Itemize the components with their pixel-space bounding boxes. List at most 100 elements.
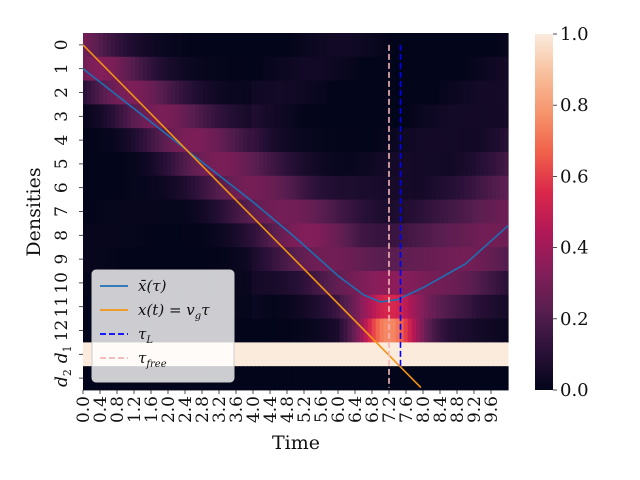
heatmap-cell (319, 271, 325, 296)
heatmap-cell (291, 33, 297, 58)
heatmap-cell (459, 366, 465, 391)
heatmap-cell (235, 342, 240, 367)
heatmap-cell (399, 80, 405, 105)
heatmap-cell (443, 199, 449, 224)
heatmap-cell (191, 80, 196, 105)
heatmap-cell (91, 199, 96, 224)
heatmap-cell (199, 33, 204, 58)
heatmap-cell (499, 33, 505, 58)
heatmap-cell (383, 199, 389, 224)
heatmap-cell (411, 80, 417, 105)
heatmap-cell (311, 104, 317, 129)
heatmap-cell (351, 199, 357, 224)
heatmap-cell (347, 33, 353, 58)
heatmap-cell (243, 223, 248, 248)
heatmap-cell (335, 342, 341, 367)
heatmap-cell (219, 247, 224, 272)
heatmap-cell (383, 80, 389, 105)
heatmap-cell (227, 56, 232, 81)
heatmap-cell (455, 223, 461, 248)
heatmap-cell (339, 366, 345, 391)
heatmap-cell (139, 80, 144, 105)
heatmap-cell (451, 294, 457, 319)
heatmap-cell (319, 318, 325, 343)
heatmap-cell (343, 152, 349, 177)
heatmap-cell (135, 80, 140, 105)
heatmap-cell (343, 318, 349, 343)
heatmap-cell (451, 247, 457, 272)
heatmap-cell (447, 199, 453, 224)
heatmap-cell (127, 199, 132, 224)
heatmap-cell (371, 271, 377, 296)
heatmap-cell (247, 294, 252, 319)
heatmap-cell (231, 56, 236, 81)
heatmap-cell (423, 199, 429, 224)
heatmap-cell (447, 175, 453, 200)
heatmap-cell (311, 366, 317, 391)
heatmap-cell (243, 247, 248, 272)
heatmap-cell (447, 128, 453, 153)
heatmap-cell (387, 247, 393, 272)
heatmap-cell (327, 366, 333, 391)
heatmap-cell (159, 33, 164, 58)
heatmap-cell (163, 247, 168, 272)
heatmap-cell (419, 294, 425, 319)
heatmap-cell (323, 247, 329, 272)
heatmap-cell (415, 56, 421, 81)
heatmap-cell (327, 199, 333, 224)
heatmap-cell (247, 247, 252, 272)
heatmap-cell (367, 271, 373, 296)
heatmap-cell (275, 128, 281, 153)
heatmap-cell (179, 247, 184, 272)
heatmap-cell (271, 247, 277, 272)
heatmap-cell (475, 199, 481, 224)
heatmap-cell (247, 271, 252, 296)
heatmap-cell (439, 104, 445, 129)
heatmap-cell (375, 56, 381, 81)
heatmap-cell (395, 199, 401, 224)
heatmap-cell (351, 152, 357, 177)
heatmap-cell (171, 247, 176, 272)
heatmap-cell (115, 152, 120, 177)
heatmap-cell (267, 223, 273, 248)
heatmap-cell (239, 271, 244, 296)
heatmap-cell (367, 223, 373, 248)
heatmap-cell (207, 33, 212, 58)
heatmap-cell (135, 175, 140, 200)
heatmap-cell (487, 56, 493, 81)
heatmap-cell (163, 56, 168, 81)
heatmap-cell (299, 152, 305, 177)
heatmap-cell (455, 318, 461, 343)
heatmap-cell (331, 271, 337, 296)
heatmap-cell (243, 33, 248, 58)
heatmap-cell (419, 271, 425, 296)
heatmap-cell (455, 342, 461, 367)
heatmap-cell (423, 56, 429, 81)
heatmap-cell (503, 294, 509, 319)
heatmap-cell (319, 80, 325, 105)
heatmap-cell (179, 80, 184, 105)
heatmap-cell (327, 128, 333, 153)
heatmap-cell (223, 152, 228, 177)
heatmap-cell (479, 33, 485, 58)
heatmap-cell (115, 80, 120, 105)
heatmap-cell (83, 366, 88, 391)
heatmap-cell (303, 80, 309, 105)
heatmap-cell (183, 128, 188, 153)
heatmap-cell (379, 128, 385, 153)
heatmap-cell (95, 104, 100, 129)
heatmap-cell (335, 33, 341, 58)
heatmap-cell (99, 223, 104, 248)
heatmap-cell (491, 104, 497, 129)
heatmap-cell (503, 199, 509, 224)
heatmap-cell (279, 247, 285, 272)
heatmap-cell (367, 318, 373, 343)
heatmap-cell (483, 223, 489, 248)
heatmap-cell (483, 271, 489, 296)
heatmap-cell (347, 271, 353, 296)
heatmap-cell (435, 247, 441, 272)
heatmap-cell (367, 247, 373, 272)
heatmap-cell (119, 223, 124, 248)
heatmap-cell (383, 366, 389, 391)
heatmap-cell (367, 152, 373, 177)
